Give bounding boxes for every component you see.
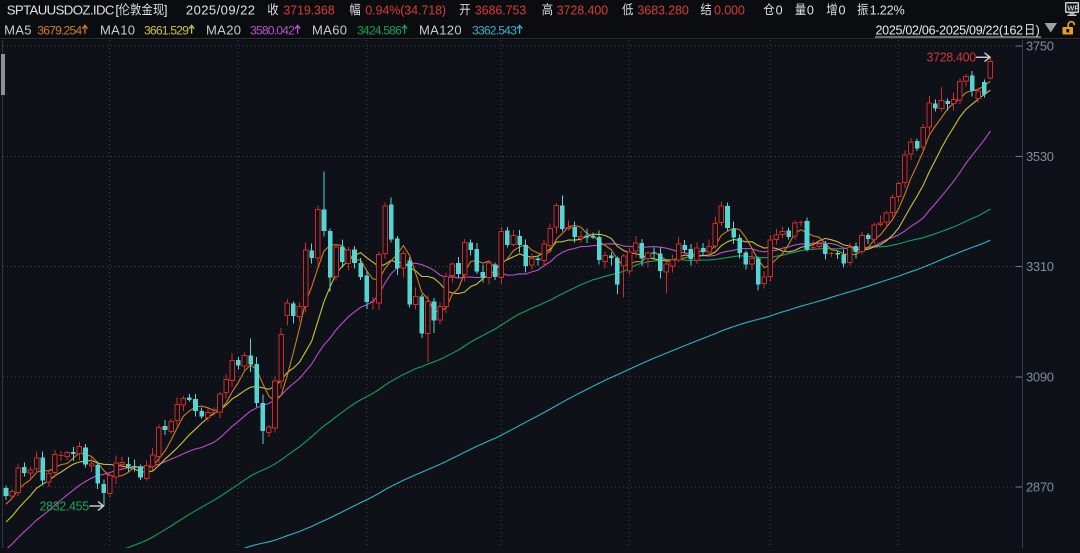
svg-text:2025/09/22: 2025/09/22 <box>186 2 256 17</box>
svg-text:3719.368: 3719.368 <box>283 3 334 17</box>
svg-text:3310: 3310 <box>1026 259 1054 274</box>
svg-text:WP: WP <box>1067 4 1079 13</box>
svg-text:0: 0 <box>807 3 814 17</box>
svg-text:0: 0 <box>839 3 846 17</box>
svg-text:3679.254: 3679.254 <box>37 23 82 37</box>
svg-text:3530: 3530 <box>1026 149 1054 164</box>
svg-text:2025/02/06-2025/09/22(162: 2025/02/06-2025/09/22(162 <box>876 23 1024 37</box>
svg-text:2832.455: 2832.455 <box>40 500 90 514</box>
svg-text:MA5: MA5 <box>4 22 32 37</box>
svg-text:[: [ <box>115 2 119 17</box>
svg-text:3090: 3090 <box>1026 369 1054 384</box>
svg-text:0: 0 <box>776 3 783 17</box>
svg-text:MA60: MA60 <box>312 22 347 37</box>
svg-text:2870: 2870 <box>1026 480 1054 495</box>
svg-text:MA20: MA20 <box>206 22 241 37</box>
svg-text:3661.529: 3661.529 <box>144 23 189 37</box>
svg-text:0.000: 0.000 <box>714 3 745 17</box>
svg-text:]: ] <box>164 2 168 17</box>
svg-text:0.94%(34.718): 0.94%(34.718) <box>365 3 446 17</box>
svg-text:3750: 3750 <box>1026 40 1054 54</box>
svg-text:3683.280: 3683.280 <box>637 3 688 17</box>
svg-text:3424.586: 3424.586 <box>357 23 402 37</box>
svg-text:SPTAUUSDOZ.IDC: SPTAUUSDOZ.IDC <box>7 2 115 17</box>
svg-text:MA120: MA120 <box>419 22 462 37</box>
svg-text:3362.543: 3362.543 <box>472 23 517 37</box>
svg-text:3580.042: 3580.042 <box>250 23 295 37</box>
svg-text:): ) <box>1036 23 1040 37</box>
svg-text:1.22%: 1.22% <box>870 3 905 17</box>
svg-text:3728.400: 3728.400 <box>927 50 977 64</box>
svg-text:3728.400: 3728.400 <box>557 3 608 17</box>
svg-text:MA10: MA10 <box>100 22 135 37</box>
svg-text:3686.753: 3686.753 <box>475 3 526 17</box>
